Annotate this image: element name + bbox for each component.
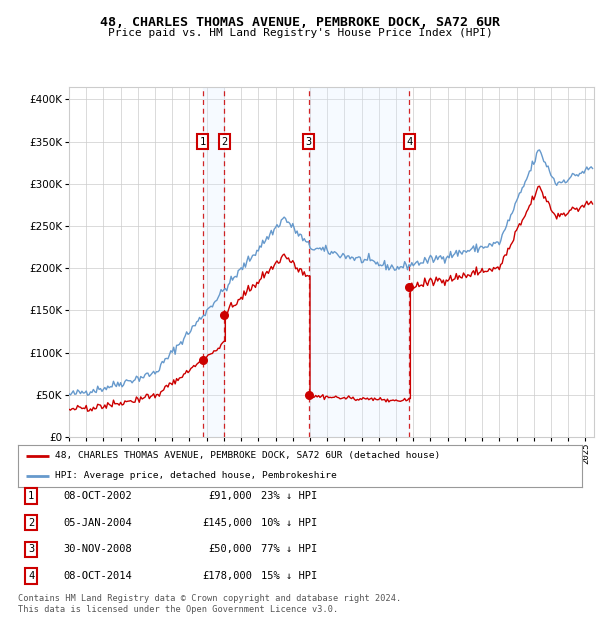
Text: £178,000: £178,000: [202, 571, 252, 581]
Text: 30-NOV-2008: 30-NOV-2008: [63, 544, 132, 554]
Text: 4: 4: [28, 571, 34, 581]
Text: 48, CHARLES THOMAS AVENUE, PEMBROKE DOCK, SA72 6UR: 48, CHARLES THOMAS AVENUE, PEMBROKE DOCK…: [100, 16, 500, 29]
Text: 3: 3: [28, 544, 34, 554]
Text: 48, CHARLES THOMAS AVENUE, PEMBROKE DOCK, SA72 6UR (detached house): 48, CHARLES THOMAS AVENUE, PEMBROKE DOCK…: [55, 451, 440, 460]
Text: 23% ↓ HPI: 23% ↓ HPI: [261, 491, 317, 501]
Text: HPI: Average price, detached house, Pembrokeshire: HPI: Average price, detached house, Pemb…: [55, 471, 337, 480]
Text: 10% ↓ HPI: 10% ↓ HPI: [261, 518, 317, 528]
Text: 1: 1: [28, 491, 34, 501]
Text: 1: 1: [200, 136, 206, 147]
Text: 2: 2: [221, 136, 227, 147]
Text: £50,000: £50,000: [208, 544, 252, 554]
Text: 4: 4: [406, 136, 412, 147]
Text: 2: 2: [28, 518, 34, 528]
Text: 08-OCT-2002: 08-OCT-2002: [63, 491, 132, 501]
Bar: [308, 87, 409, 437]
Bar: [203, 87, 224, 437]
Text: Contains HM Land Registry data © Crown copyright and database right 2024.
This d: Contains HM Land Registry data © Crown c…: [18, 595, 401, 614]
Text: 15% ↓ HPI: 15% ↓ HPI: [261, 571, 317, 581]
Text: 3: 3: [305, 136, 312, 147]
Text: Price paid vs. HM Land Registry's House Price Index (HPI): Price paid vs. HM Land Registry's House …: [107, 28, 493, 38]
Text: £91,000: £91,000: [208, 491, 252, 501]
Text: 05-JAN-2004: 05-JAN-2004: [63, 518, 132, 528]
Text: £145,000: £145,000: [202, 518, 252, 528]
Text: 77% ↓ HPI: 77% ↓ HPI: [261, 544, 317, 554]
Text: 08-OCT-2014: 08-OCT-2014: [63, 571, 132, 581]
